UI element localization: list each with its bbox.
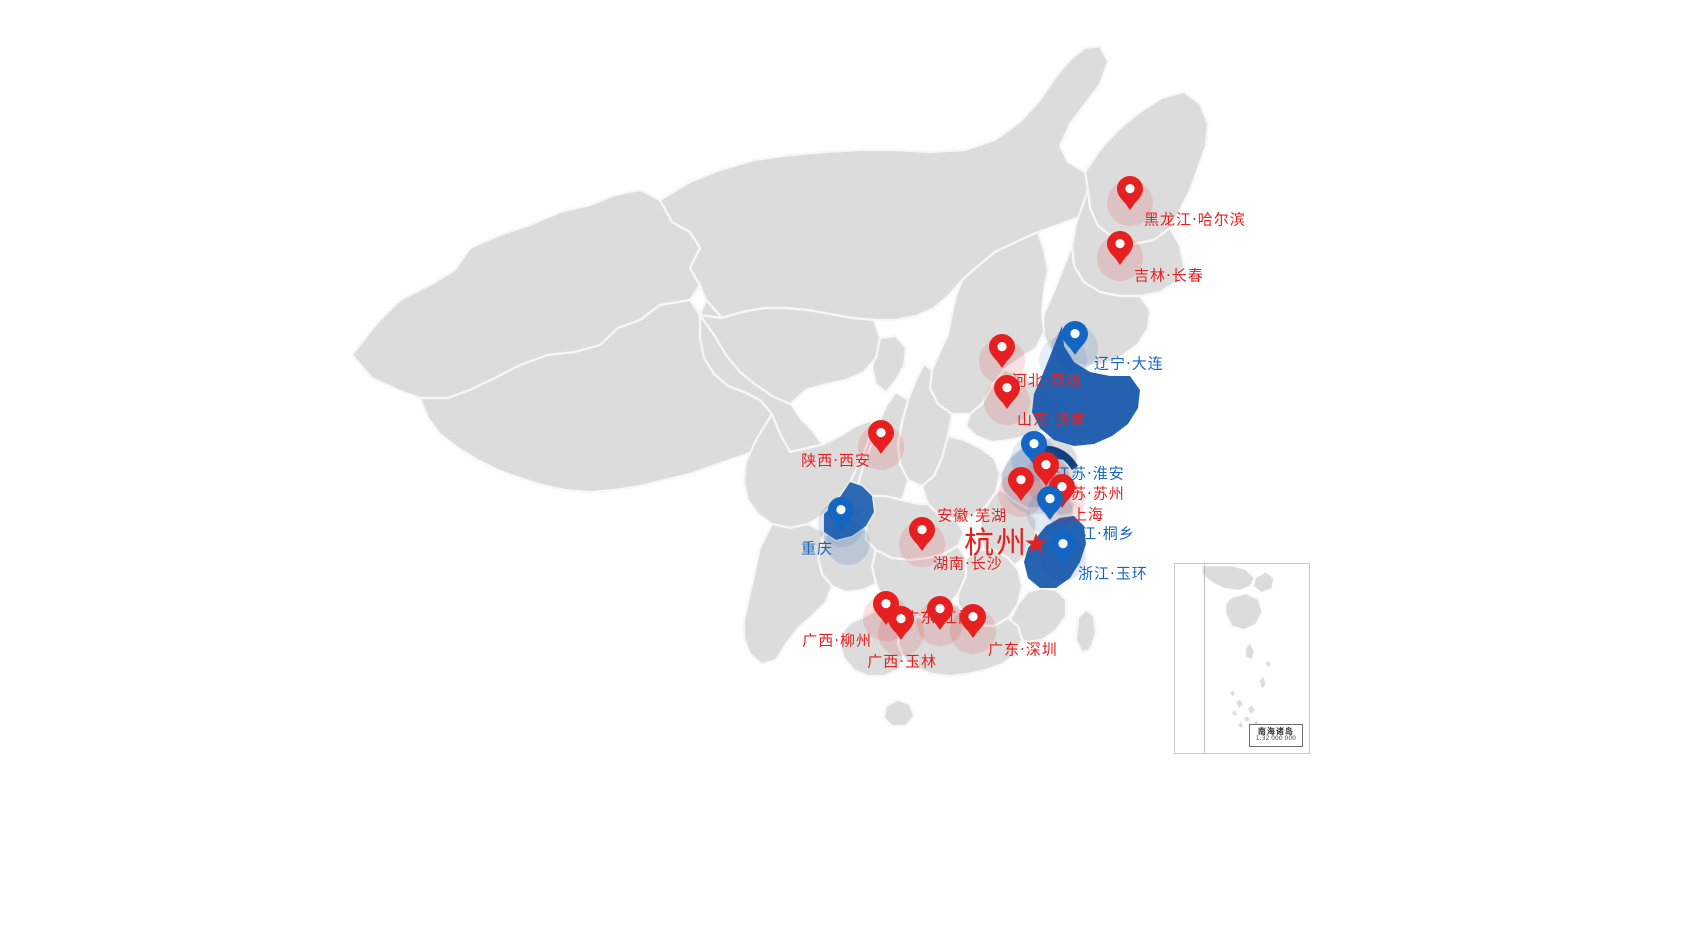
map-pin-icon (1021, 431, 1047, 465)
map-marker-9[interactable] (998, 467, 1044, 517)
map-pin-icon (1049, 474, 1075, 508)
marker-label-12: 重庆 (800, 539, 833, 558)
map-pin-icon (1117, 176, 1143, 210)
map-pin-icon (873, 591, 899, 625)
home-city-label: 杭州 (964, 526, 1028, 561)
marker-label-18: 广东·深圳 (988, 640, 1058, 659)
map-marker-6[interactable] (858, 420, 904, 470)
marker-label-3: 辽宁·大连 (1094, 354, 1164, 373)
marker-label-2: 吉林·长春 (1134, 266, 1204, 285)
marker-label-13: 湖南·长沙 (933, 554, 1003, 573)
marker-label-9: 安徽·芜湖 (937, 506, 1007, 525)
map-pin-icon (868, 420, 894, 454)
map-pin-icon (1062, 321, 1088, 355)
map-marker-14[interactable] (1040, 531, 1086, 581)
map-pin-icon (1037, 486, 1063, 520)
map-marker-13[interactable] (899, 517, 945, 567)
map-pin-icon (888, 606, 914, 640)
south-china-sea-inset: 南海诸岛 1:32 000 000 (1174, 563, 1310, 754)
map-pin-icon (989, 334, 1015, 368)
marker-label-7: 江苏·淮安 (1055, 464, 1125, 483)
inset-scale-box: 南海诸岛 1:32 000 000 (1248, 723, 1303, 747)
map-marker-17[interactable] (878, 606, 924, 656)
map-pin-icon (1107, 231, 1133, 265)
map-pin-icon (1008, 467, 1034, 501)
map-marker-12[interactable] (818, 497, 864, 547)
inset-scale-text: 1:32 000 000 (1255, 735, 1296, 743)
map-marker-5[interactable] (984, 375, 1030, 425)
map-pin-icon (1033, 452, 1059, 486)
map-pin-icon (994, 375, 1020, 409)
map-marker-3[interactable] (1052, 321, 1098, 371)
inset-title: 南海诸岛 (1257, 726, 1294, 736)
map-marker-2[interactable] (1097, 231, 1143, 281)
map-marker-4[interactable] (979, 334, 1025, 384)
map-pin-icon (828, 497, 854, 531)
map-marker-15[interactable] (917, 596, 963, 646)
marker-label-17: 广西·玉林 (867, 652, 937, 671)
marker-label-10: 上海 (1072, 505, 1105, 524)
map-marker-18[interactable] (950, 604, 996, 654)
marker-label-6: 陕西·西安 (801, 451, 871, 470)
marker-label-16: 广西·柳州 (802, 631, 872, 650)
marker-label-4: 河北·廊坊 (1012, 371, 1082, 390)
marker-label-14: 浙江·玉环 (1078, 564, 1148, 583)
map-pin-icon (960, 604, 986, 638)
marker-label-11: 浙江·桐乡 (1065, 524, 1135, 543)
home-star-icon: ★ (1023, 527, 1049, 560)
map-marker-1[interactable] (1107, 176, 1153, 226)
inset-basemap (1202, 564, 1274, 753)
map-pin-icon (1050, 531, 1076, 565)
marker-label-1: 黑龙江·哈尔滨 (1144, 210, 1246, 229)
map-pin-icon (927, 596, 953, 630)
marker-label-5: 山东·济南 (1017, 410, 1087, 429)
map-marker-11[interactable] (1027, 486, 1073, 536)
map-pin-icon (909, 517, 935, 551)
marker-label-15: 广东·江门 (904, 608, 974, 627)
